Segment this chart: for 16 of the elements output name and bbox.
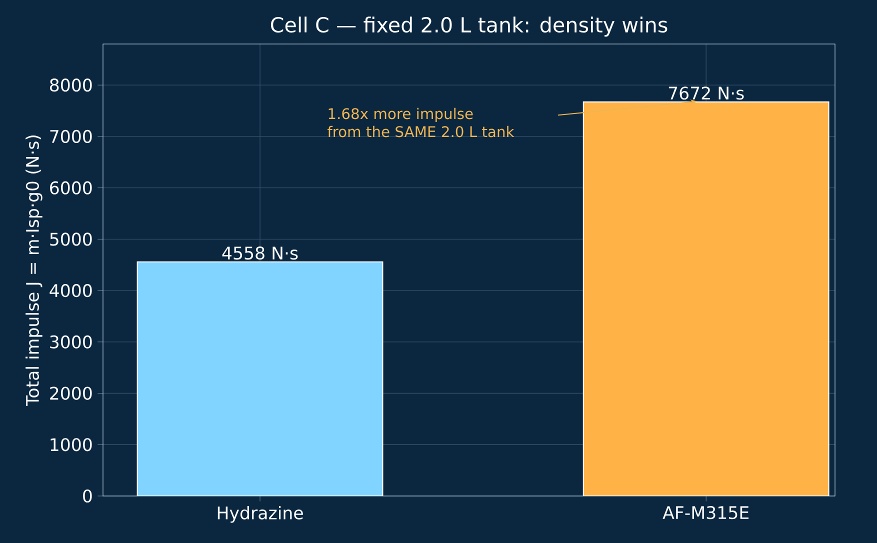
y-tick-label: 8000 — [50, 78, 92, 92]
y-tick-label: 6000 — [50, 181, 92, 194]
y-tick-label: 1000 — [50, 438, 92, 452]
y-axis-title: Total impulse J = m·Isp·g0 (N·s) — [26, 135, 42, 406]
y-tick-label: 5000 — [50, 232, 92, 246]
y-tick-label: 0 — [83, 489, 92, 503]
y-tick-label: 3000 — [50, 335, 92, 348]
data-label: 4558 N·s — [222, 246, 298, 260]
annotation: 1.68x more impulse from the SAME 2.0 L tank — [328, 108, 514, 138]
y-tick-label: 2000 — [50, 386, 92, 400]
y-tick-label: 7000 — [50, 130, 92, 144]
x-tick-label: AF-M315E — [662, 506, 749, 520]
x-tick-label: Hydrazine — [218, 506, 303, 523]
y-tick-label: 4000 — [50, 284, 92, 298]
chart-title: Cell C — fixed 2.0 L tank: density wins — [270, 16, 668, 37]
data-label: 7672 N·s — [668, 86, 744, 100]
